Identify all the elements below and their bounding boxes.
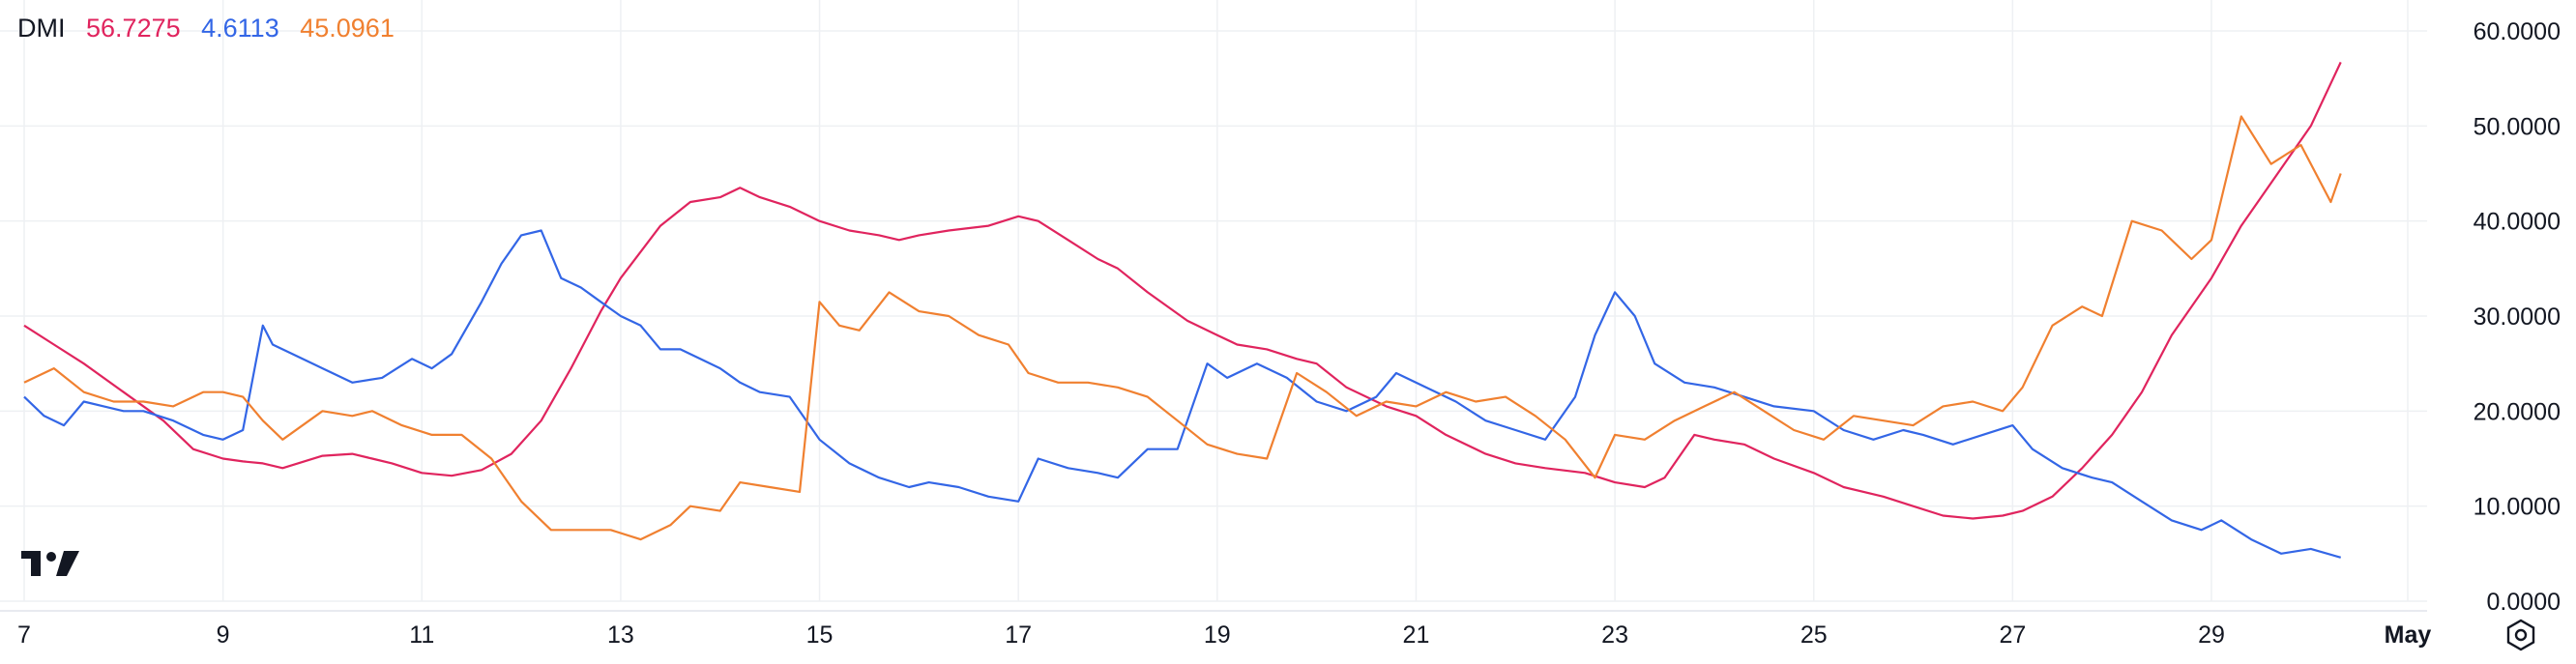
plus-di-line [23,229,2342,559]
indicator-legend[interactable]: DMI 56.7275 4.6113 45.0961 [17,14,408,43]
adx-line [23,61,2342,520]
x-tick-label: 15 [806,621,834,649]
indicator-name: DMI [17,14,66,43]
x-tick-label: May [2385,621,2432,649]
tradingview-logo-icon [21,549,83,580]
grid-lines [0,0,2427,612]
x-tick-label: 19 [1204,621,1231,649]
x-tick-label: 27 [1999,621,2026,649]
x-axis-ticks: 7 9 11 13 15 17 19 21 23 25 27 29 May [17,621,2431,649]
adx-value: 56.7275 [86,14,181,43]
plus-di-value: 4.6113 [201,14,279,43]
x-tick-label: 11 [409,621,434,649]
x-tick-label: 17 [1005,621,1032,649]
y-tick-label: 60.0000 [2474,18,2561,45]
x-tick-label: 25 [1800,621,1828,649]
y-tick-label: 50.0000 [2474,113,2561,140]
y-tick-label: 10.0000 [2474,494,2561,521]
x-tick-label: 21 [1403,621,1430,649]
y-tick-label: 0.0000 [2487,589,2561,616]
y-tick-label: 40.0000 [2474,209,2561,236]
series-lines [23,61,2342,559]
x-tick-label: 7 [17,621,31,649]
y-tick-label: 30.0000 [2474,303,2561,331]
x-tick-label: 23 [1601,621,1628,649]
x-tick-label: 13 [607,621,634,649]
minus-di-line [23,115,2342,541]
settings-icon[interactable] [2504,619,2537,651]
x-tick-label: 9 [217,621,230,649]
y-tick-label: 20.0000 [2474,398,2561,425]
y-axis-ticks: 0.0000 10.0000 20.0000 30.0000 40.0000 50.000… [2474,18,2561,616]
minus-di-value: 45.0961 [300,14,395,43]
x-tick-label: 29 [2198,621,2225,649]
